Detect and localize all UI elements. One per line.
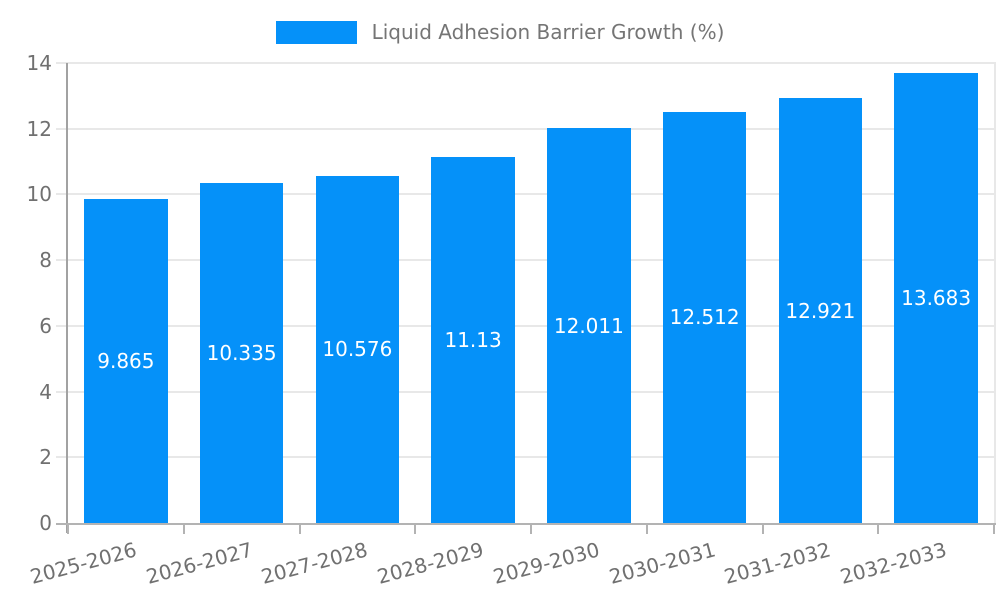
bar: 12.921 bbox=[778, 98, 863, 523]
x-axis-label: 2029-2030 bbox=[490, 537, 602, 589]
gridline bbox=[56, 390, 994, 393]
x-axis-line bbox=[56, 523, 996, 525]
y-axis-label: 6 bbox=[39, 313, 52, 338]
x-axis-label: 2027-2028 bbox=[258, 537, 371, 589]
y-axis-label: 10 bbox=[26, 182, 52, 207]
y-axis-label: 0 bbox=[39, 511, 52, 535]
y-axis-label: 8 bbox=[39, 248, 52, 273]
x-axis-label: 2028-2029 bbox=[374, 537, 487, 589]
bar-value-label: 12.011 bbox=[553, 313, 624, 338]
gridline bbox=[56, 193, 994, 196]
bar: 12.011 bbox=[547, 128, 631, 523]
x-axis-tick bbox=[530, 525, 532, 534]
x-axis-tick bbox=[67, 525, 69, 534]
plot-border-right bbox=[994, 62, 996, 523]
gridline bbox=[56, 62, 994, 64]
x-axis-label: 2031-2032 bbox=[721, 537, 834, 589]
bar-value-label: 10.576 bbox=[322, 337, 393, 362]
bar: 12.512 bbox=[662, 111, 747, 523]
bar-value-label: 10.335 bbox=[206, 341, 277, 366]
y-axis-line bbox=[66, 63, 68, 533]
bar: 11.13 bbox=[431, 157, 515, 523]
plot-area: 9.865 10.335 10.576 11.13 12.011 12.512 12.921… bbox=[27, 51, 996, 589]
x-axis-tick bbox=[993, 525, 995, 534]
y-axis-label: 2 bbox=[39, 445, 52, 470]
legend: Liquid Adhesion Barrier Growth (%) bbox=[0, 20, 1000, 44]
x-axis-tick bbox=[298, 525, 301, 534]
legend-label: Liquid Adhesion Barrier Growth (%) bbox=[371, 20, 725, 44]
x-axis-label: 2032-2033 bbox=[837, 537, 950, 589]
x-axis-tick bbox=[414, 525, 417, 534]
x-axis-label: 2025-2026 bbox=[27, 537, 139, 589]
gridline bbox=[56, 127, 994, 130]
legend-swatch bbox=[275, 20, 357, 44]
x-axis-tick bbox=[761, 525, 764, 534]
y-axis-label: 14 bbox=[26, 51, 52, 75]
bar: 9.865 bbox=[84, 198, 168, 523]
gridline bbox=[56, 456, 994, 459]
bar-value-label: 9.865 bbox=[97, 348, 155, 373]
gridline bbox=[56, 259, 994, 262]
y-axis-label: 4 bbox=[39, 379, 52, 404]
x-axis-label: 2026-2027 bbox=[143, 537, 255, 589]
gridline bbox=[56, 324, 994, 327]
bar: 10.576 bbox=[315, 175, 400, 523]
bar-value-label: 12.512 bbox=[669, 305, 740, 330]
x-axis-tick bbox=[877, 525, 880, 534]
y-axis-label: 12 bbox=[26, 116, 52, 141]
bar-value-label: 13.683 bbox=[901, 286, 972, 311]
x-axis-tick bbox=[645, 525, 648, 534]
x-axis-tick bbox=[182, 525, 185, 534]
bar: 13.683 bbox=[894, 73, 978, 523]
bar: 10.335 bbox=[199, 183, 284, 523]
bar-value-label: 12.921 bbox=[785, 298, 856, 323]
x-axis-label: 2030-2031 bbox=[606, 537, 718, 589]
bar-value-label: 11.13 bbox=[444, 328, 502, 353]
